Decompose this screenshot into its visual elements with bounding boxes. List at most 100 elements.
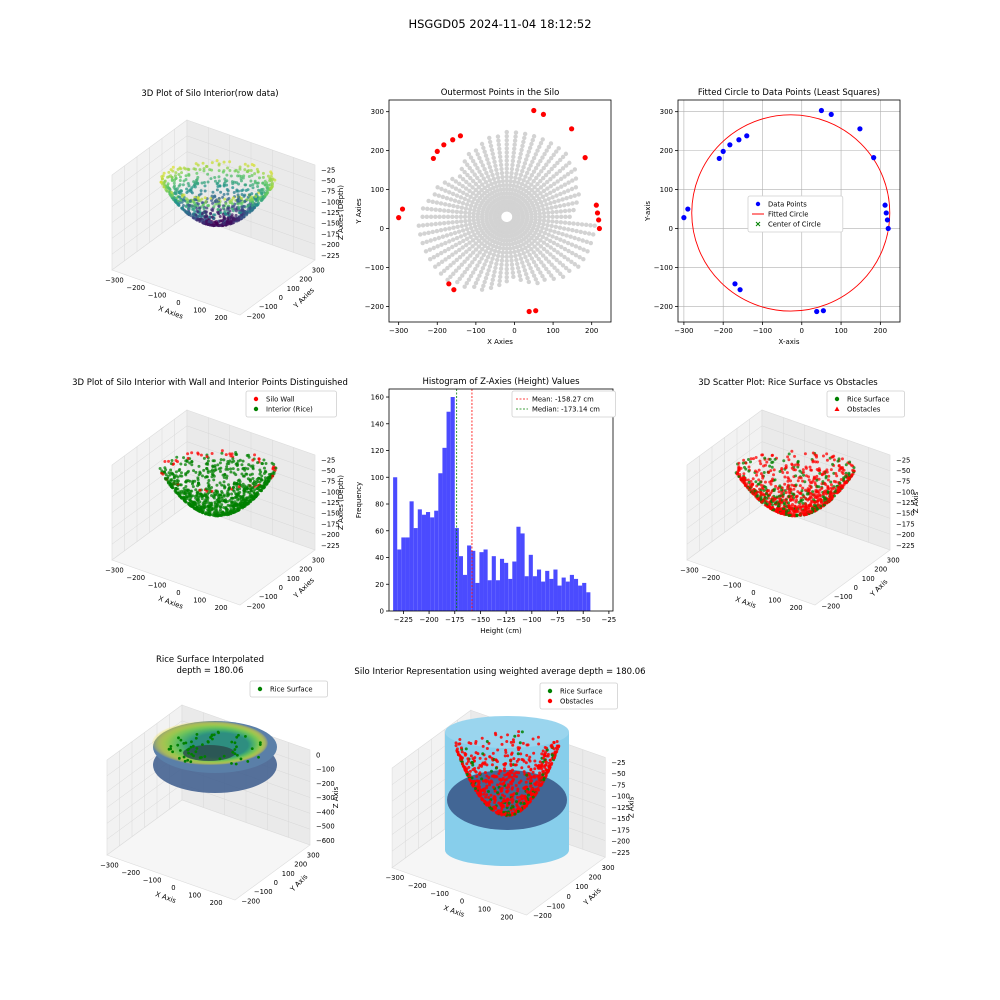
histogram-bar xyxy=(438,473,443,611)
interior-point xyxy=(499,170,505,176)
histogram-bar xyxy=(499,558,505,611)
scatter-point xyxy=(209,177,213,181)
interior-point xyxy=(470,238,476,243)
scatter-point xyxy=(253,181,257,185)
scatter-point xyxy=(763,456,767,460)
scatter-point xyxy=(770,479,774,483)
outermost-point xyxy=(396,215,402,221)
interior-point xyxy=(512,179,517,184)
histogram-bar xyxy=(483,549,488,611)
scatter-point xyxy=(534,783,538,787)
interior-point xyxy=(533,165,539,171)
interior-point xyxy=(540,273,545,279)
x-axis-label: X Axis xyxy=(442,904,465,919)
scatter-point xyxy=(223,209,227,213)
scatter-point xyxy=(809,503,813,507)
interior-point xyxy=(544,148,549,153)
interior-point xyxy=(512,142,517,147)
scatter-point xyxy=(786,508,790,512)
scatter-point xyxy=(522,770,526,774)
scatter-point xyxy=(226,216,230,220)
z-tick-label: −50 xyxy=(321,177,335,185)
scatter-point xyxy=(527,765,531,769)
scatter-point xyxy=(766,494,770,498)
interior-point xyxy=(514,257,519,263)
scatter-point xyxy=(200,474,204,478)
interior-point xyxy=(514,167,520,172)
interior-point xyxy=(527,145,533,151)
y-tick-label: −100 xyxy=(365,264,384,272)
scatter-point xyxy=(258,485,262,489)
interior-point xyxy=(452,230,458,236)
interior-point xyxy=(528,266,533,271)
scatter-point xyxy=(176,481,180,485)
scatter-point xyxy=(508,769,512,773)
interior-point xyxy=(511,274,516,280)
scatter-point xyxy=(505,786,509,790)
interior-point xyxy=(546,232,551,237)
scatter-point xyxy=(211,473,215,477)
scatter-point xyxy=(222,499,226,503)
z-tick-label: −175 xyxy=(321,520,340,528)
interior-point xyxy=(548,190,553,195)
x-tick-label: 100 xyxy=(193,596,206,604)
scatter-point xyxy=(210,506,214,510)
scatter-point xyxy=(213,179,217,183)
scatter-point xyxy=(206,481,210,485)
x-axis-label: X Axies xyxy=(487,338,513,346)
scatter-point xyxy=(164,473,168,477)
scatter-point xyxy=(820,473,824,477)
scatter-point xyxy=(172,462,176,466)
legend-label: Data Points xyxy=(768,201,807,209)
interior-point xyxy=(499,258,505,263)
scatter-point xyxy=(231,196,235,200)
scatter-point xyxy=(813,481,817,485)
histogram-bar xyxy=(532,576,537,611)
scatter-point xyxy=(224,202,228,206)
x-tick-label: 200 xyxy=(874,327,887,335)
scatter-point xyxy=(179,189,183,193)
scatter-point xyxy=(736,471,740,475)
interior-point xyxy=(495,175,501,180)
scatter-point xyxy=(188,203,192,207)
scatter-point xyxy=(205,206,209,210)
interior-point xyxy=(489,147,495,153)
interior-point xyxy=(428,238,433,243)
scatter-point xyxy=(537,774,541,778)
scatter-point xyxy=(774,501,778,505)
interior-point xyxy=(477,259,482,265)
scatter-point xyxy=(530,787,534,791)
rice-point xyxy=(190,752,193,756)
scatter-point xyxy=(178,179,182,183)
interior-point xyxy=(504,158,509,163)
scatter-point xyxy=(223,180,227,184)
scatter-point xyxy=(259,470,263,474)
scatter-point xyxy=(815,478,819,482)
interior-point xyxy=(484,170,489,176)
scatter-point xyxy=(833,490,837,494)
interior-point xyxy=(545,242,550,248)
scatter-point xyxy=(251,200,255,204)
scatter-point xyxy=(251,486,255,490)
histogram-bar xyxy=(450,397,455,611)
interior-point xyxy=(437,214,442,220)
scatter-point xyxy=(267,480,271,484)
scatter-point xyxy=(182,208,186,212)
histogram-bar xyxy=(421,514,426,611)
interior-point xyxy=(491,155,496,161)
interior-point xyxy=(418,232,423,237)
interior-point xyxy=(482,279,487,285)
interior-point xyxy=(555,160,560,166)
interior-point xyxy=(472,284,477,290)
y-tick-label: 0 xyxy=(380,225,384,233)
scatter-point xyxy=(162,171,166,175)
scatter-point xyxy=(231,467,235,471)
interior-point xyxy=(482,262,487,267)
scatter-point xyxy=(218,481,222,485)
scatter-point xyxy=(787,495,791,499)
scatter-point xyxy=(759,462,763,466)
interior-point xyxy=(491,273,496,279)
scatter-point xyxy=(251,458,255,462)
scatter-point xyxy=(771,496,775,500)
interior-point xyxy=(548,141,554,146)
